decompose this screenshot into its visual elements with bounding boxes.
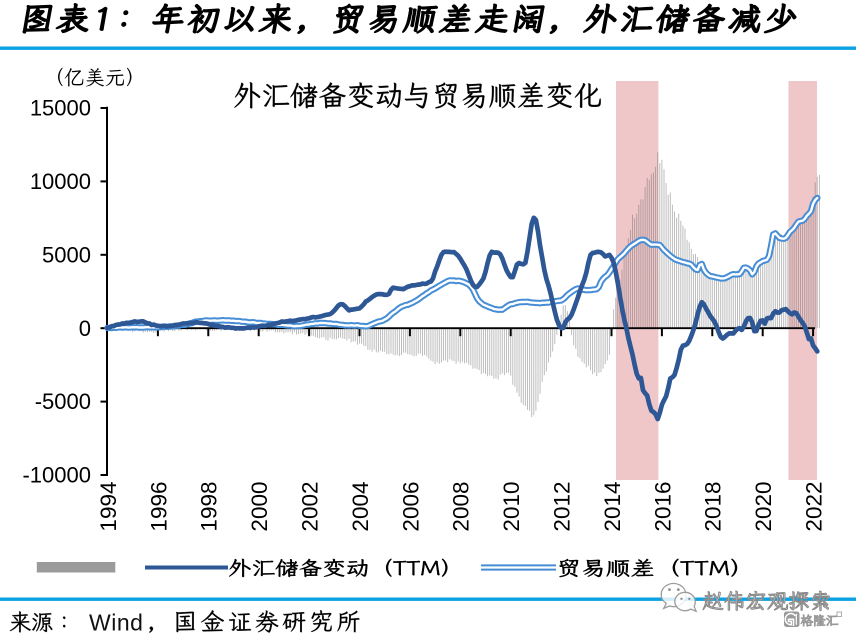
svg-text:2018: 2018 bbox=[701, 482, 726, 532]
svg-text:2020: 2020 bbox=[751, 482, 776, 532]
svg-text:2016: 2016 bbox=[650, 482, 675, 532]
svg-text:1996: 1996 bbox=[146, 482, 171, 532]
svg-text:2022: 2022 bbox=[802, 482, 827, 532]
svg-text:10000: 10000 bbox=[30, 169, 91, 194]
svg-text:1998: 1998 bbox=[197, 482, 222, 532]
svg-text:2014: 2014 bbox=[600, 482, 625, 532]
svg-text:15000: 15000 bbox=[30, 96, 91, 121]
svg-text:2000: 2000 bbox=[247, 482, 272, 532]
svg-text:5000: 5000 bbox=[42, 242, 91, 267]
svg-text:Wind: Wind bbox=[89, 610, 143, 636]
svg-text:-10000: -10000 bbox=[22, 463, 91, 488]
svg-text:2002: 2002 bbox=[298, 482, 323, 532]
svg-text:2006: 2006 bbox=[398, 482, 423, 532]
svg-text:0: 0 bbox=[79, 316, 91, 341]
svg-text:2008: 2008 bbox=[449, 482, 474, 532]
svg-text:2010: 2010 bbox=[499, 482, 524, 532]
svg-text:2012: 2012 bbox=[550, 482, 575, 532]
svg-text:-5000: -5000 bbox=[35, 389, 91, 414]
svg-text:2004: 2004 bbox=[348, 482, 373, 532]
svg-text:1994: 1994 bbox=[96, 482, 121, 532]
